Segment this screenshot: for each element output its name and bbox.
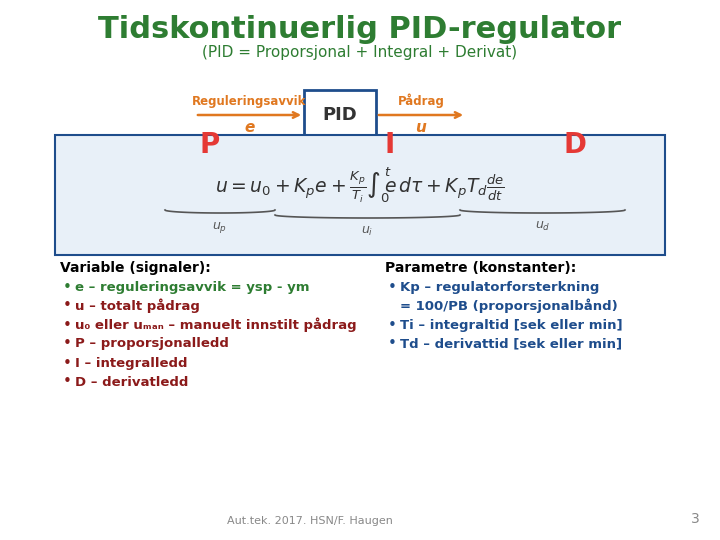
Text: e: e xyxy=(244,119,255,134)
Text: •: • xyxy=(388,336,397,352)
Text: (PID = Proporsjonal + Integral + Derivat): (PID = Proporsjonal + Integral + Derivat… xyxy=(202,44,518,59)
Text: u: u xyxy=(415,119,426,134)
Text: D – derivatledd: D – derivatledd xyxy=(75,375,189,388)
Text: P: P xyxy=(200,131,220,159)
Text: Pådrag: Pådrag xyxy=(397,94,444,109)
Text: u – totalt pådrag: u – totalt pådrag xyxy=(75,299,200,313)
Text: Kp – regulatorforsterkning: Kp – regulatorforsterkning xyxy=(400,280,599,294)
Text: •: • xyxy=(63,355,72,370)
Text: $u_i$: $u_i$ xyxy=(361,225,374,238)
Text: I – integralledd: I – integralledd xyxy=(75,356,187,369)
Text: $u_d$: $u_d$ xyxy=(535,220,550,233)
Text: $u = u_0 + K_p e + \frac{K_p}{T_i}\int_0^{\,t}\!\! e\,d\tau + K_p T_d \frac{de}{: $u = u_0 + K_p e + \frac{K_p}{T_i}\int_0… xyxy=(215,165,505,205)
Text: •: • xyxy=(63,336,72,352)
Text: •: • xyxy=(63,280,72,294)
Text: $u_p$: $u_p$ xyxy=(212,220,228,235)
Text: Parametre (konstanter):: Parametre (konstanter): xyxy=(385,261,576,275)
Text: PID: PID xyxy=(323,106,357,124)
Text: •: • xyxy=(388,318,397,333)
Text: 3: 3 xyxy=(690,512,699,526)
Text: Ti – integraltid [sek eller min]: Ti – integraltid [sek eller min] xyxy=(400,319,623,332)
Text: u₀ eller uₘₐₙ – manuelt innstilt pådrag: u₀ eller uₘₐₙ – manuelt innstilt pådrag xyxy=(75,318,356,332)
FancyBboxPatch shape xyxy=(304,90,376,140)
Text: •: • xyxy=(63,318,72,333)
Text: •: • xyxy=(388,280,397,294)
Text: •: • xyxy=(63,299,72,314)
Text: I: I xyxy=(385,131,395,159)
Text: Tidskontinuerlig PID-regulator: Tidskontinuerlig PID-regulator xyxy=(99,16,621,44)
Text: Td – derivattid [sek eller min]: Td – derivattid [sek eller min] xyxy=(400,338,622,350)
Text: e – reguleringsavvik = ysp - ym: e – reguleringsavvik = ysp - ym xyxy=(75,280,310,294)
FancyBboxPatch shape xyxy=(55,135,665,255)
Text: D: D xyxy=(564,131,587,159)
Text: Reguleringsavvik: Reguleringsavvik xyxy=(192,94,307,107)
Text: Variable (signaler):: Variable (signaler): xyxy=(60,261,211,275)
Text: •: • xyxy=(63,375,72,389)
Text: Aut.tek. 2017. HSN/F. Haugen: Aut.tek. 2017. HSN/F. Haugen xyxy=(227,516,393,526)
Text: P – proporsjonalledd: P – proporsjonalledd xyxy=(75,338,229,350)
Text: = 100/PB (proporsjonalbånd): = 100/PB (proporsjonalbånd) xyxy=(400,299,618,313)
